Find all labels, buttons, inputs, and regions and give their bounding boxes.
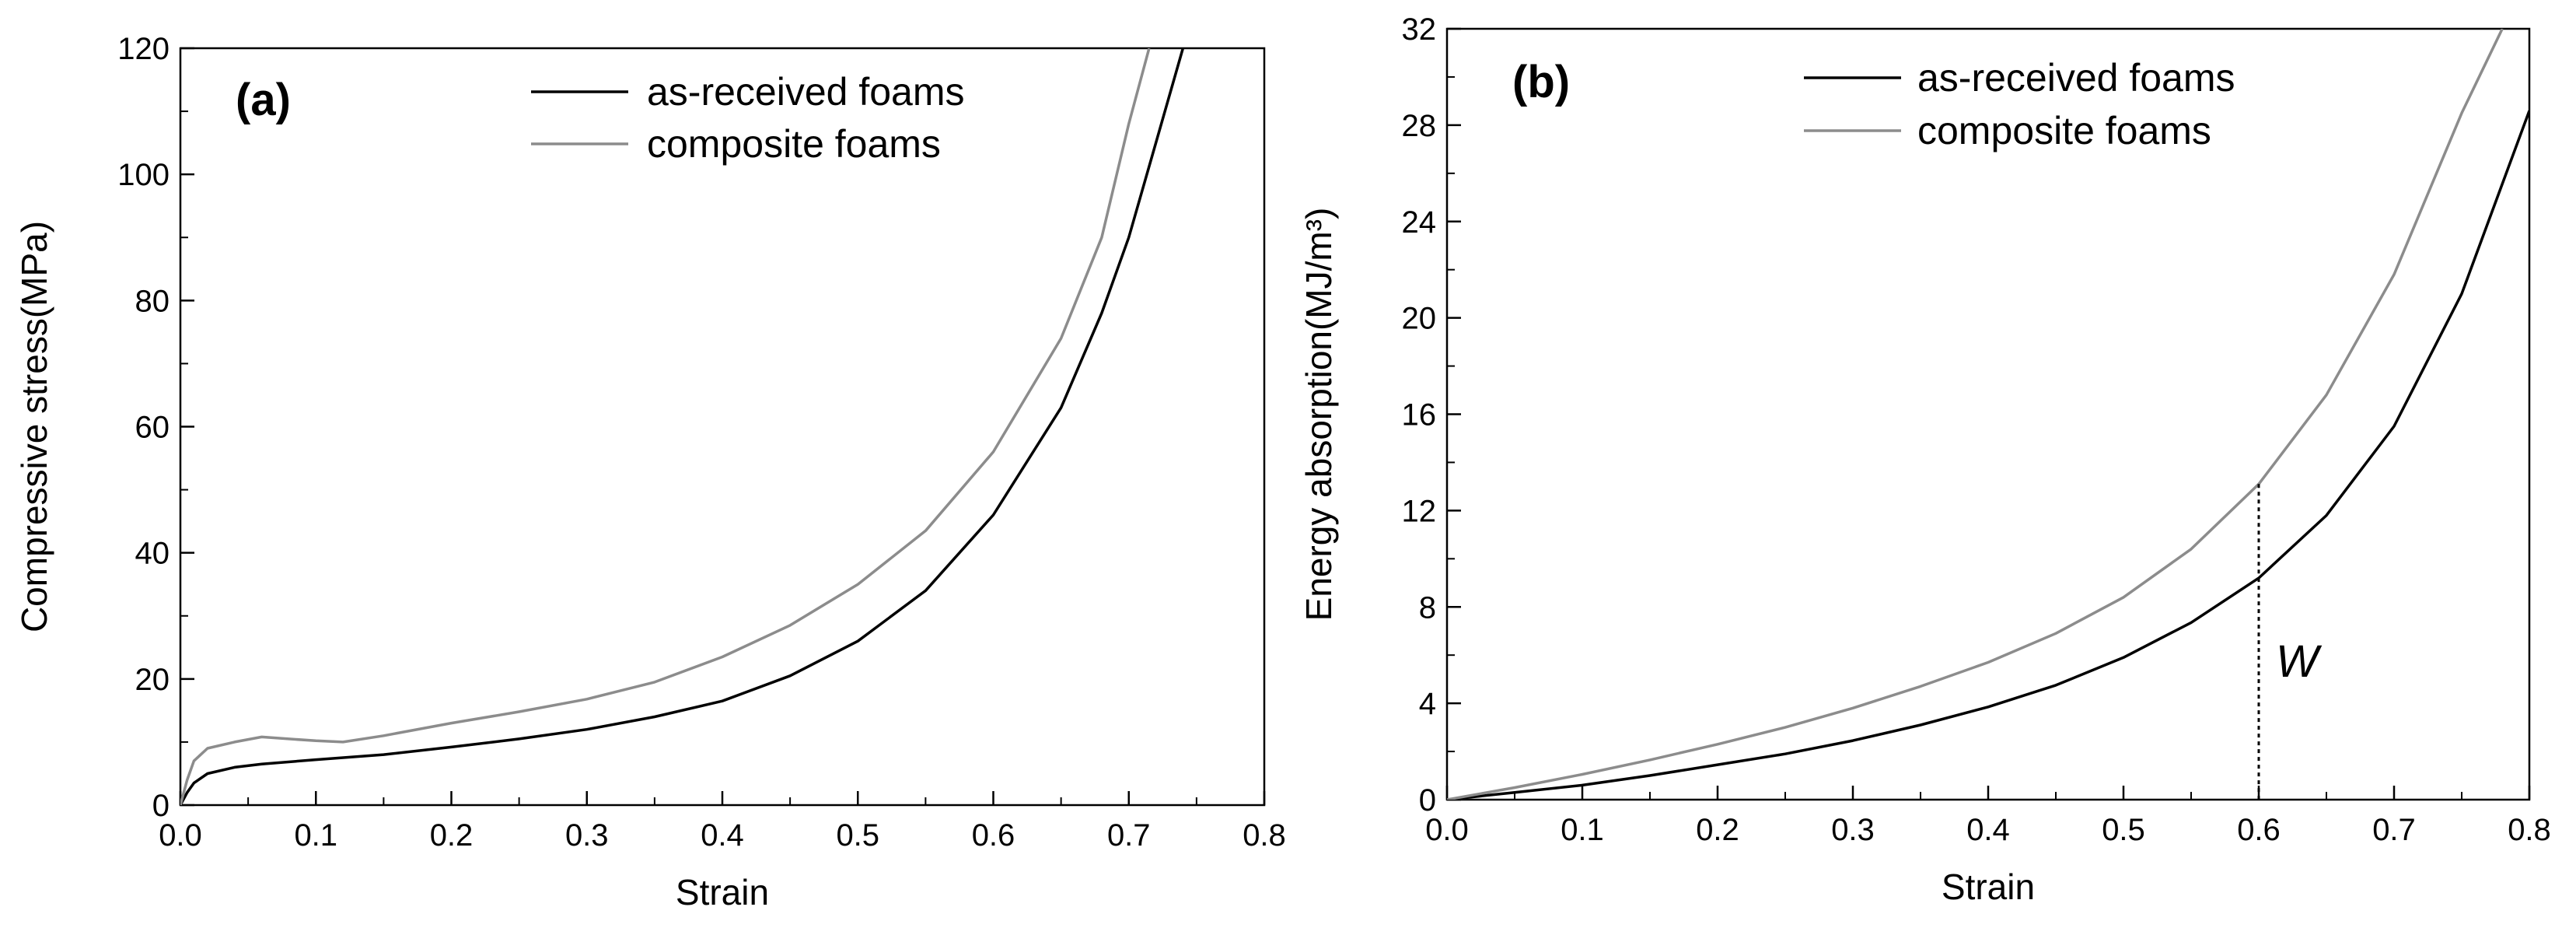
x-tick-label: 0.5 (2102, 813, 2145, 847)
panel-label: (b) (1512, 57, 1570, 107)
series-line-composite (1447, 29, 2504, 800)
series-line-as-received (180, 48, 1185, 805)
x-tick-label: 0.6 (2237, 813, 2281, 847)
y-tick-label: 0 (152, 789, 170, 823)
x-tick-label: 0.7 (1107, 818, 1151, 853)
y-tick-label: 4 (1419, 687, 1436, 721)
y-tick-label: 20 (1402, 302, 1437, 336)
y-tick-label: 24 (1402, 205, 1437, 240)
y-tick-label: 60 (135, 411, 170, 445)
chart-panel-a: 0.0 0.1 0.2 0.3 0.4 0.5 0.6 0.7 0.8 0 20 40 60 80 100 1… (14, 32, 1286, 912)
x-tick-label: 0.8 (2508, 813, 2551, 847)
y-tick-label: 80 (135, 284, 170, 318)
x-tick-label: 0.7 (2372, 813, 2416, 847)
y-tick-label: 16 (1402, 398, 1437, 432)
y-axis-title: Compressive stress(MPa) (14, 221, 54, 632)
x-tick-label: 0.2 (430, 818, 474, 853)
y-tick-label: 120 (117, 32, 170, 66)
series-line-composite (180, 48, 1151, 805)
legend-label: as-received foams (647, 70, 965, 114)
x-tick-label: 0.2 (1696, 813, 1739, 847)
x-tick-label: 0.4 (1966, 813, 2010, 847)
chart-panel-b: 0.0 0.1 0.2 0.3 0.4 0.5 0.6 0.7 0.8 0 4 8 12 16 20 24 28… (1298, 12, 2551, 907)
annotation-label: W (2276, 636, 2323, 687)
y-tick-label: 40 (135, 537, 170, 571)
y-tick-label: 8 (1419, 590, 1436, 625)
x-axis-title: Strain (676, 872, 769, 912)
x-tick-label: 0.4 (701, 818, 744, 853)
legend-label: composite foams (647, 122, 941, 166)
x-tick-label: 0.3 (1831, 813, 1875, 847)
x-tick-label: 0.1 (1561, 813, 1604, 847)
x-tick-label: 0.0 (1425, 813, 1469, 847)
y-tick-label: 100 (117, 158, 170, 192)
x-tick-label: 0.3 (565, 818, 609, 853)
legend-label: as-received foams (1917, 56, 2235, 100)
x-tick-label: 0.1 (294, 818, 337, 853)
legend-label: composite foams (1917, 109, 2211, 152)
y-tick-label: 28 (1402, 109, 1437, 143)
x-tick-label: 0.8 (1243, 818, 1286, 853)
x-tick-label: 0.5 (836, 818, 879, 853)
panel-label: (a) (236, 75, 291, 125)
series-line-as-received (1447, 110, 2529, 800)
x-tick-label: 0.0 (159, 818, 202, 853)
y-tick-label: 0 (1419, 783, 1436, 818)
y-tick-label: 32 (1402, 12, 1437, 47)
x-axis-title: Strain (1942, 867, 2035, 907)
x-tick-label: 0.6 (972, 818, 1015, 853)
y-tick-label: 20 (135, 663, 170, 697)
y-axis-title: Energy absorption(MJ/m³) (1298, 208, 1339, 622)
y-tick-label: 12 (1402, 494, 1437, 528)
